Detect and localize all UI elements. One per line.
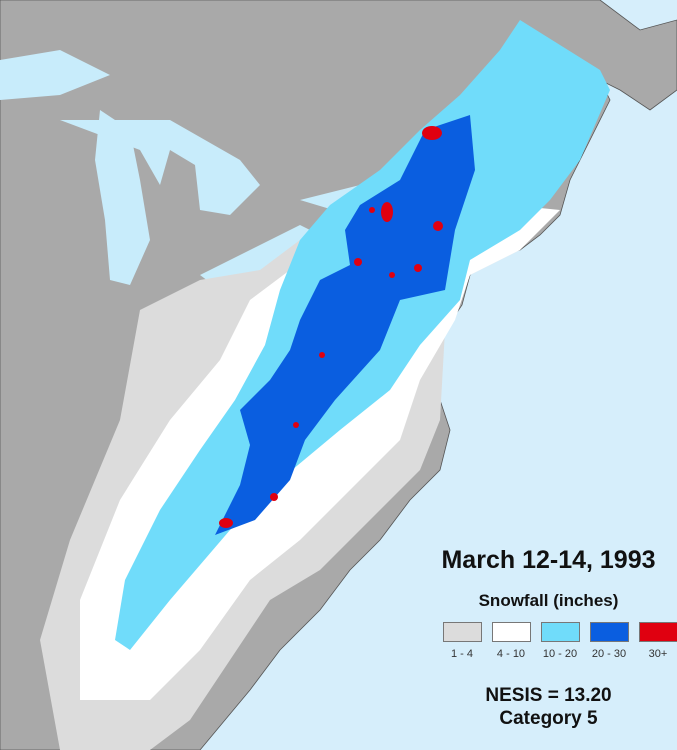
lake-michigan	[95, 110, 150, 285]
legend-item: 30+	[634, 622, 677, 660]
legend-swatch	[540, 622, 580, 642]
lake-erie	[200, 225, 320, 290]
legend-label: 1 - 4	[450, 648, 473, 660]
nesis-score: NESIS = 13.20	[485, 685, 612, 706]
lake-superior	[0, 50, 110, 100]
snow-20-30	[215, 115, 475, 535]
snow-30-plus	[219, 126, 443, 528]
legend-item: 10 - 20	[536, 622, 584, 660]
legend-swatch	[638, 622, 677, 642]
legend-title: Snowfall (inches)	[478, 591, 619, 610]
lake-huron	[60, 120, 260, 215]
legend-item: 20 - 30	[585, 622, 633, 660]
legend-label: 20 - 30	[591, 648, 627, 660]
legend-label: 10 - 20	[542, 648, 578, 660]
legend-item: 1 - 4	[438, 622, 486, 660]
legend-swatch	[491, 622, 531, 642]
legend-swatch	[442, 622, 482, 642]
snow-4-10	[80, 200, 560, 700]
legend: 1 - 4 4 - 10 10 - 20 20 - 30 30+	[438, 622, 677, 660]
legend-label: 30+	[648, 648, 668, 660]
legend-label: 4 - 10	[496, 648, 526, 660]
nesis-category: Category 5	[499, 708, 598, 729]
nesis-info: NESIS = 13.20 Category 5	[420, 684, 677, 730]
map-title: March 12-14, 1993	[441, 546, 656, 574]
legend-swatch	[589, 622, 629, 642]
legend-item: 4 - 10	[487, 622, 535, 660]
